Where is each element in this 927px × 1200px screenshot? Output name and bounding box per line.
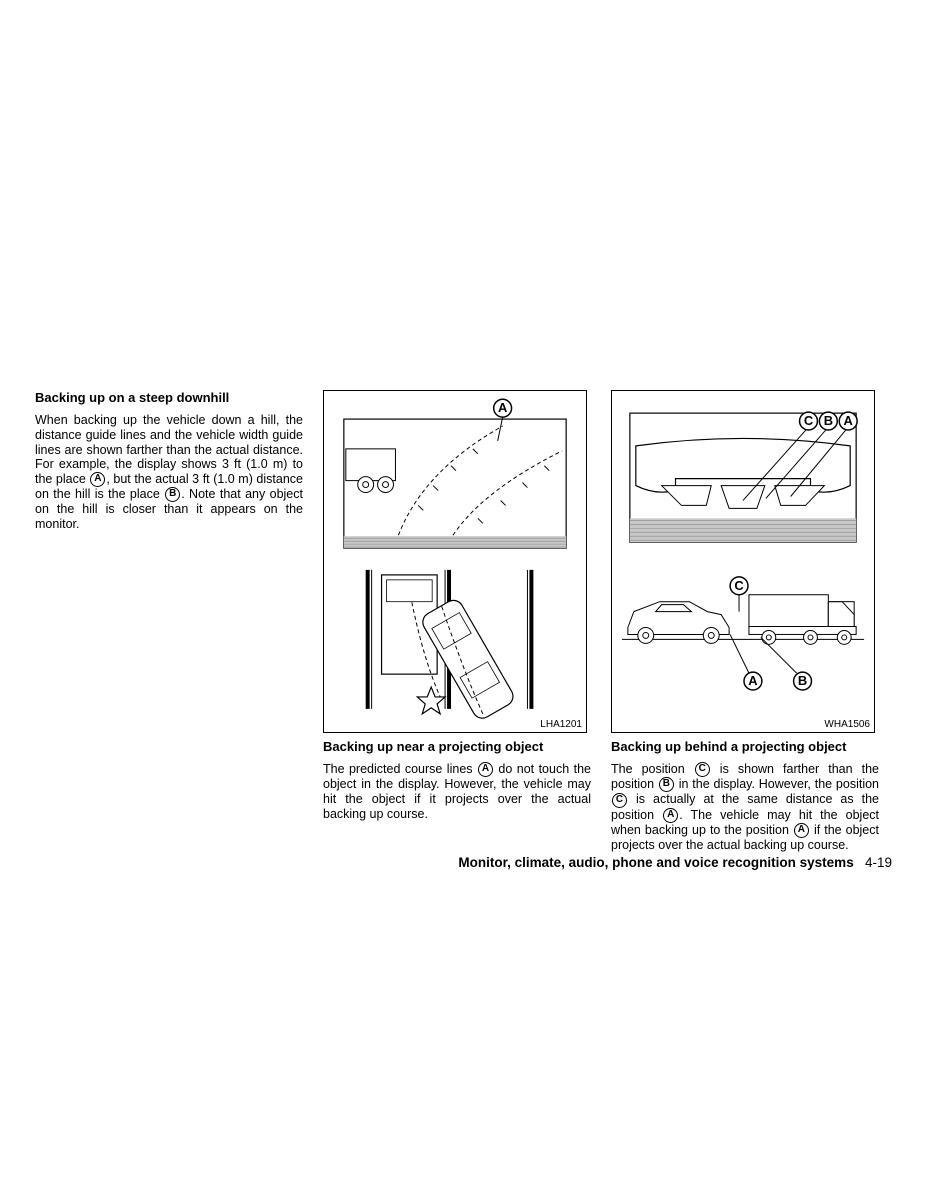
figure-lha1201: A <box>323 390 587 733</box>
circled-label-b: B <box>165 487 180 502</box>
figure-wha1506-svg: C B A <box>612 391 874 732</box>
fig2-label-a-text: A <box>498 400 507 415</box>
col1-heading: Backing up on a steep downhill <box>35 390 303 405</box>
col3-text-3: in the display. However, the position <box>675 777 879 791</box>
figure-lha1201-svg: A <box>324 391 586 732</box>
figure-code-wha1506: WHA1506 <box>824 719 870 730</box>
col2-text-1: The predicted course lines <box>323 762 477 776</box>
circled-a-2: A <box>794 823 809 838</box>
fig3-bot-label-b: B <box>798 673 807 688</box>
footer-section: Monitor, climate, audio, phone and voice… <box>458 855 853 870</box>
col3-caption: Backing up behind a projecting object <box>611 739 879 754</box>
fig3-bot-label-c: C <box>734 578 743 593</box>
circled-c-2: C <box>612 793 627 808</box>
col3-body: The position C is shown farther than the… <box>611 762 879 853</box>
fig3-bot-label-a: A <box>748 673 757 688</box>
fig3-top-label-b: B <box>824 413 833 428</box>
col1-body: When backing up the vehicle down a hill,… <box>35 413 303 532</box>
figure-wha1506: C B A <box>611 390 875 733</box>
col2-caption: Backing up near a projecting object <box>323 739 591 754</box>
col3-text-1: The position <box>611 762 694 776</box>
page-content: Backing up on a steep downhill When back… <box>35 390 892 853</box>
fig3-top-label-a: A <box>844 413 853 428</box>
columns-container: Backing up on a steep downhill When back… <box>35 390 892 853</box>
circled-c-1: C <box>695 762 710 777</box>
figure-code-lha1201: LHA1201 <box>540 719 582 730</box>
col2-body: The predicted course lines A do not touc… <box>323 762 591 821</box>
circled-a-1: A <box>663 808 678 823</box>
column-2: A <box>323 390 591 821</box>
page-footer: Monitor, climate, audio, phone and voice… <box>35 855 892 870</box>
circled-b-1: B <box>659 777 674 792</box>
circled-label-a: A <box>90 472 105 487</box>
column-3: C B A <box>611 390 879 853</box>
fig3-top-label-c: C <box>804 413 813 428</box>
column-1: Backing up on a steep downhill When back… <box>35 390 303 532</box>
circled-label-a-2: A <box>478 762 493 777</box>
footer-page-number: 4-19 <box>865 855 892 870</box>
